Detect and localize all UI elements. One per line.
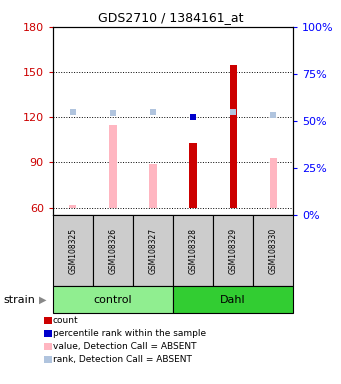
Bar — [213, 215, 253, 286]
Text: GSM108327: GSM108327 — [149, 227, 158, 274]
Text: GDS2710 / 1384161_at: GDS2710 / 1384161_at — [98, 12, 243, 25]
Text: GSM108328: GSM108328 — [189, 228, 197, 273]
Bar — [133, 215, 173, 286]
Text: value, Detection Call = ABSENT: value, Detection Call = ABSENT — [53, 342, 196, 351]
Bar — [229, 65, 237, 207]
Bar — [190, 143, 197, 207]
Text: GSM108330: GSM108330 — [269, 227, 278, 274]
Text: strain: strain — [3, 295, 35, 305]
Text: control: control — [94, 295, 132, 305]
Bar — [53, 215, 93, 286]
Bar — [149, 164, 157, 207]
Bar — [173, 215, 213, 286]
Text: GSM108329: GSM108329 — [229, 227, 238, 274]
Text: rank, Detection Call = ABSENT: rank, Detection Call = ABSENT — [53, 355, 192, 364]
Text: count: count — [53, 316, 78, 325]
Text: GSM108325: GSM108325 — [69, 227, 77, 274]
Bar — [53, 286, 173, 313]
Bar — [253, 215, 293, 286]
Text: Dahl: Dahl — [220, 295, 246, 305]
Text: ▶: ▶ — [39, 295, 47, 305]
Bar — [69, 205, 76, 207]
Text: percentile rank within the sample: percentile rank within the sample — [53, 329, 206, 338]
Bar — [270, 158, 277, 207]
Bar — [109, 125, 117, 207]
Bar — [173, 286, 293, 313]
Text: GSM108326: GSM108326 — [108, 227, 117, 274]
Bar — [93, 215, 133, 286]
